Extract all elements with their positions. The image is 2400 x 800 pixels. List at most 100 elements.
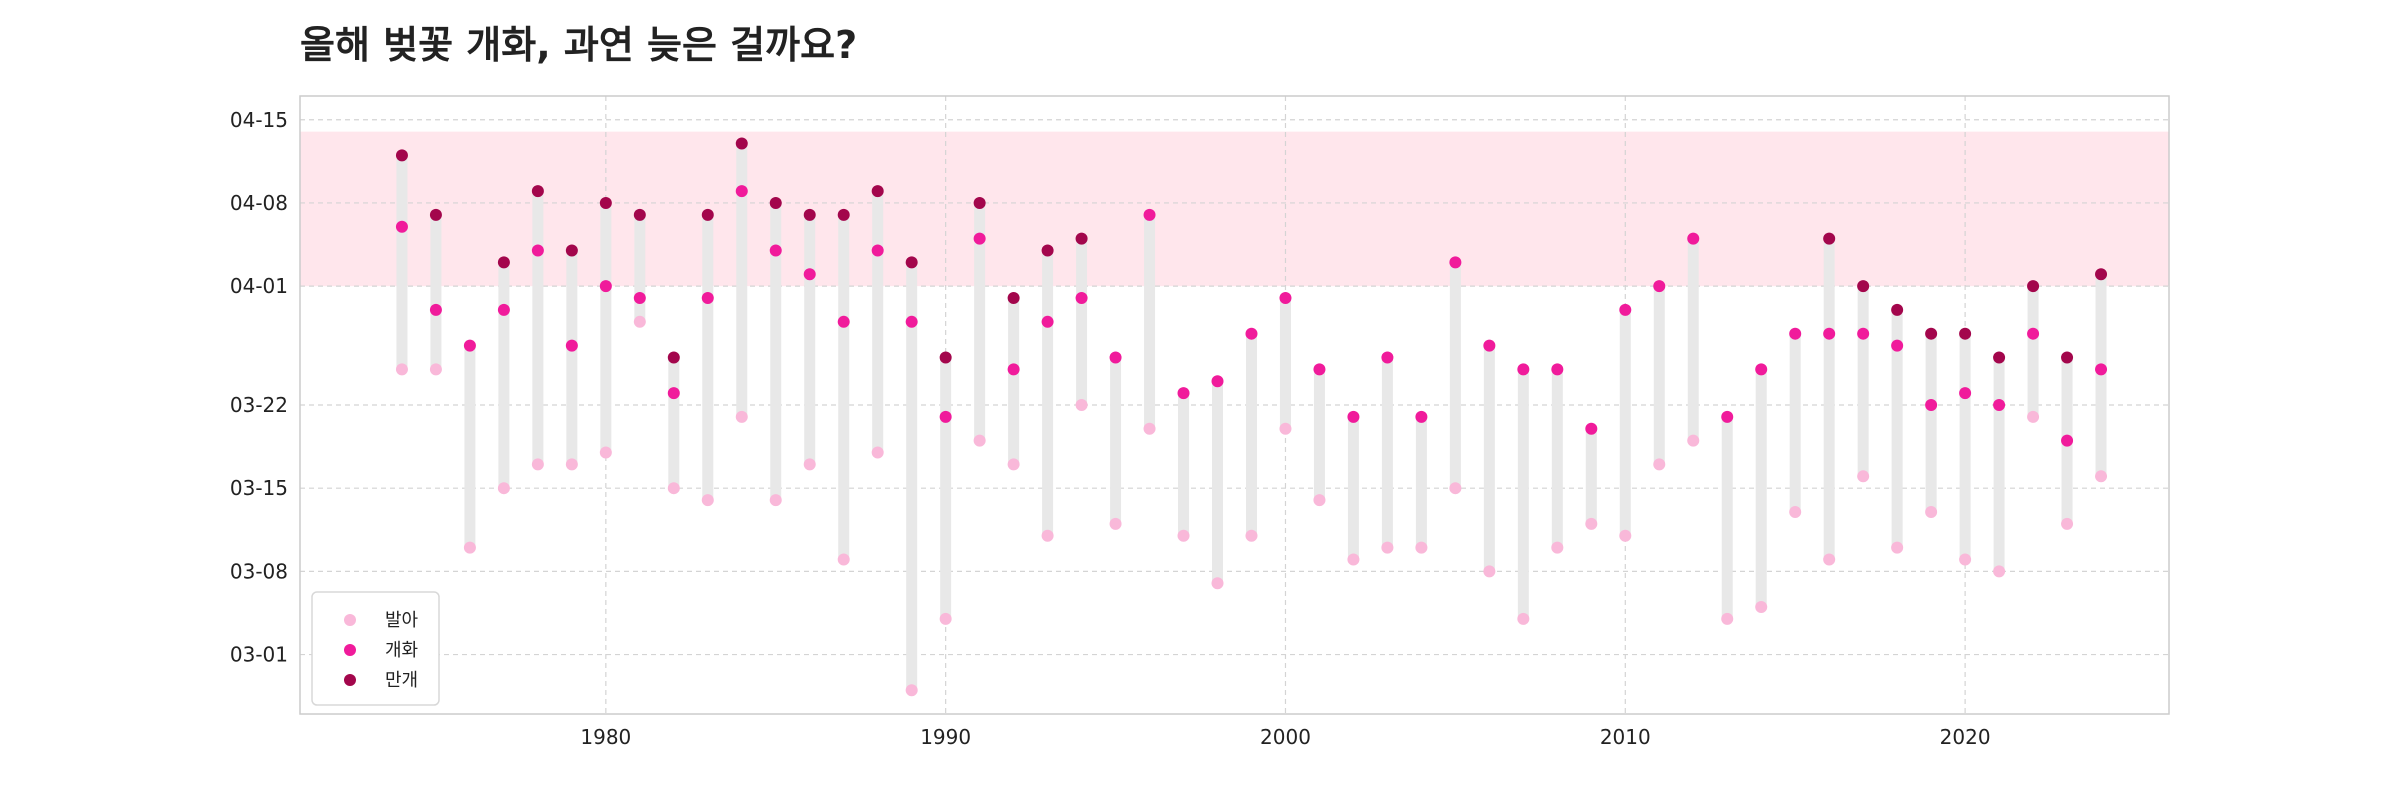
chart-title: 올해 벚꽃 개화, 과연 늦은 걸까요?: [300, 23, 858, 67]
y-tick-label: 03-15: [230, 476, 288, 500]
point-bloom: [1211, 375, 1224, 388]
point-bloom: [1347, 410, 1360, 423]
point-bud: [429, 363, 442, 376]
point-full-bloom: [1959, 327, 1972, 340]
point-bud: [905, 684, 918, 697]
point-bud: [531, 458, 544, 471]
point-bud: [1619, 529, 1632, 542]
x-tick-label: 1980: [580, 725, 631, 749]
point-bud: [565, 458, 578, 471]
y-tick-label: 04-08: [230, 191, 288, 215]
point-bloom: [429, 303, 442, 316]
point-bloom: [1925, 399, 1938, 411]
point-full-bloom: [2095, 268, 2108, 281]
highlight-band: [300, 131, 2169, 287]
point-bloom: [735, 185, 748, 198]
point-bloom: [565, 339, 578, 352]
point-full-bloom: [531, 185, 544, 198]
point-bud: [1415, 541, 1428, 554]
point-bloom: [1585, 422, 1598, 435]
point-bloom: [463, 339, 476, 352]
point-bud: [1211, 577, 1224, 590]
point-bud: [1653, 458, 1666, 471]
point-bloom: [1449, 256, 1462, 269]
point-bloom: [1177, 387, 1190, 400]
point-bloom: [1313, 363, 1326, 376]
point-bud: [939, 612, 952, 625]
point-bloom: [599, 280, 612, 293]
point-bloom: [871, 244, 884, 257]
point-bloom: [1755, 363, 1768, 376]
point-bloom: [701, 292, 714, 305]
plot-frame: [299, 95, 2170, 715]
point-full-bloom: [633, 208, 646, 221]
point-bud: [633, 315, 646, 328]
legend-label-bud: 발아: [385, 610, 419, 631]
point-bud: [769, 494, 782, 507]
point-bloom: [667, 387, 680, 400]
point-full-bloom: [1041, 244, 1054, 257]
point-bloom: [1823, 327, 1836, 340]
point-bud: [1925, 505, 1938, 518]
point-full-bloom: [905, 256, 918, 269]
point-full-bloom: [1857, 280, 1870, 293]
point-full-bloom: [871, 185, 884, 198]
point-bud: [1891, 541, 1904, 554]
point-bud: [1857, 470, 1870, 483]
point-bud: [1687, 434, 1700, 447]
point-full-bloom: [1075, 232, 1088, 245]
legend-marker-bud: [344, 614, 356, 626]
legend-marker-full-bloom: [344, 674, 356, 686]
point-bud: [701, 494, 714, 507]
point-bud: [667, 482, 680, 495]
point-bud: [1041, 529, 1054, 542]
point-bud: [1075, 399, 1088, 411]
x-tick-label: 2010: [1600, 725, 1651, 749]
point-bud: [1993, 565, 2006, 578]
point-bud: [1585, 517, 1598, 530]
point-bud: [1789, 505, 1802, 518]
point-full-bloom: [667, 351, 680, 364]
point-bloom: [633, 292, 646, 305]
point-bloom: [2095, 363, 2108, 376]
point-full-bloom: [1823, 232, 1836, 245]
point-bloom: [1891, 339, 1904, 352]
point-full-bloom: [497, 256, 510, 269]
point-bloom: [1483, 339, 1496, 352]
point-full-bloom: [395, 149, 408, 162]
point-bloom: [1143, 208, 1156, 221]
point-bloom: [1075, 292, 1088, 305]
point-bud: [837, 553, 850, 566]
point-bloom: [905, 315, 918, 328]
point-full-bloom: [701, 208, 714, 221]
point-full-bloom: [2027, 280, 2040, 293]
point-bloom: [1789, 327, 1802, 340]
legend-label-bloom: 개화: [385, 640, 418, 661]
point-full-bloom: [2061, 351, 2074, 364]
point-bloom: [1857, 327, 1870, 340]
point-full-bloom: [939, 351, 952, 364]
point-bud: [1109, 517, 1122, 530]
point-bud: [1755, 601, 1768, 614]
point-bloom: [1381, 351, 1394, 364]
point-bud: [1245, 529, 1258, 542]
x-tick-label: 2000: [1260, 725, 1311, 749]
point-bud: [735, 410, 748, 423]
point-bud: [1347, 553, 1360, 566]
point-full-bloom: [1891, 303, 1904, 316]
point-bloom: [1993, 399, 2006, 411]
point-full-bloom: [429, 208, 442, 221]
y-tick-label: 03-08: [230, 559, 288, 583]
point-full-bloom: [1925, 327, 1938, 340]
point-bloom: [837, 315, 850, 328]
legend-marker-bloom: [344, 644, 356, 656]
point-bloom: [1109, 351, 1122, 364]
point-bud: [1177, 529, 1190, 542]
point-bloom: [1687, 232, 1700, 245]
point-bud: [2095, 470, 2108, 483]
point-full-bloom: [973, 196, 986, 209]
y-tick-label: 04-15: [230, 108, 288, 132]
point-full-bloom: [769, 196, 782, 209]
point-bud: [463, 541, 476, 554]
point-bud: [871, 446, 884, 459]
